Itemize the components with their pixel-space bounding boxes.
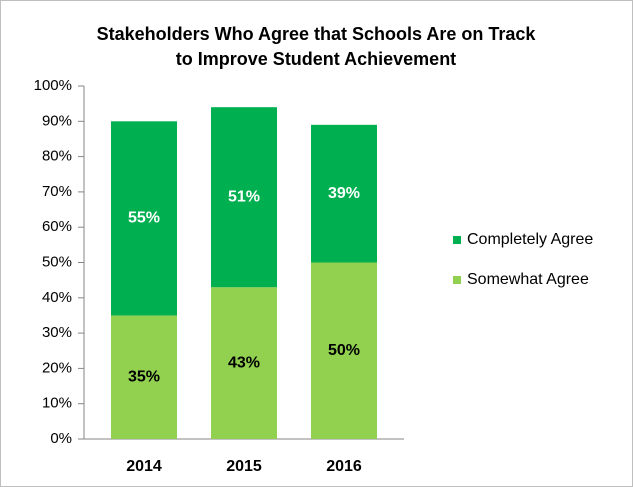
y-tick-label: 70% — [42, 183, 72, 200]
y-tick-label: 50% — [42, 253, 72, 270]
y-tick-label: 60% — [42, 218, 72, 235]
y-tick-label: 10% — [42, 395, 72, 412]
y-tick-label: 100% — [34, 77, 72, 94]
bar-segment — [111, 315, 177, 439]
legend-label: Completely Agree — [467, 231, 593, 248]
bar-segment — [311, 262, 377, 439]
x-tick-label: 2016 — [326, 458, 362, 475]
legend-label: Somewhat Agree — [467, 271, 589, 288]
legend-swatch — [453, 276, 461, 284]
value-label: 51% — [228, 188, 260, 205]
bar-segment — [311, 124, 377, 263]
legend-swatch — [453, 236, 461, 244]
bar-segment — [111, 121, 177, 316]
bar-segment — [211, 287, 277, 439]
y-tick-label: 0% — [50, 430, 72, 447]
chart-title: Stakeholders Who Agree that Schools Are … — [97, 24, 537, 44]
value-label: 50% — [328, 342, 360, 359]
value-label: 35% — [128, 368, 160, 385]
bar-segment — [211, 107, 277, 288]
x-tick-label: 2014 — [126, 458, 162, 475]
chart-title: to Improve Student Achievement — [176, 49, 456, 69]
x-tick-label: 2015 — [226, 458, 262, 475]
y-tick-label: 30% — [42, 324, 72, 341]
value-label: 43% — [228, 354, 260, 371]
y-tick-label: 90% — [42, 112, 72, 129]
value-label: 39% — [328, 185, 360, 202]
y-tick-label: 20% — [42, 359, 72, 376]
y-tick-label: 80% — [42, 148, 72, 165]
y-tick-label: 40% — [42, 289, 72, 306]
value-label: 55% — [128, 210, 160, 227]
